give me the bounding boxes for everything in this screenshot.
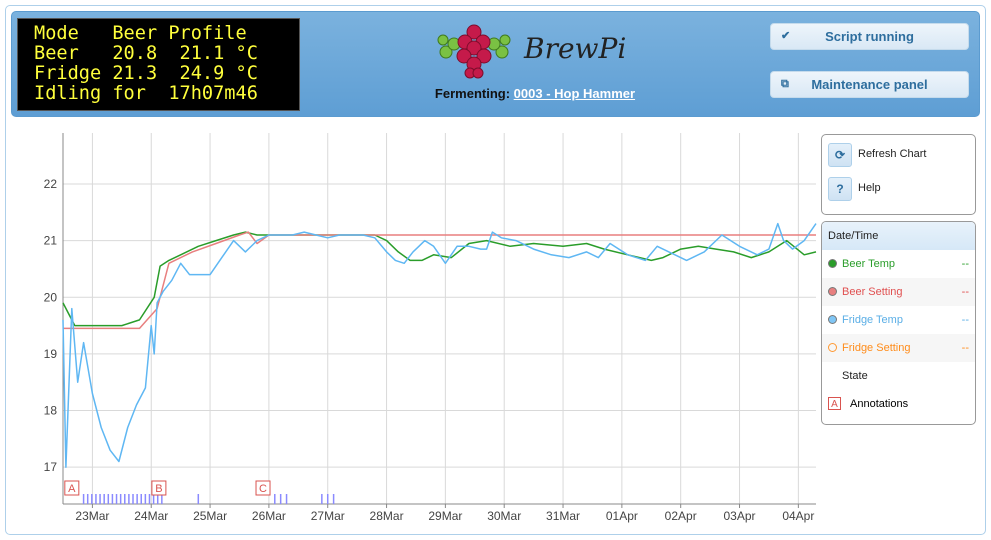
help-icon: ?	[836, 182, 844, 196]
raspberry-icon: BrewPi	[437, 24, 626, 79]
y-tick-label: 21	[44, 234, 58, 248]
lcd-line-state: Idling for 17h07m46	[34, 83, 258, 104]
legend-row-fridge-temp[interactable]: Fridge Temp --	[822, 306, 975, 334]
y-tick-label: 22	[44, 177, 58, 191]
legend-series-value: --	[961, 258, 969, 270]
legend-panel: Date/Time Beer Temp -- Beer Setting -- Fridg…	[821, 221, 976, 425]
brand-text: BrewPi	[523, 32, 626, 65]
fermenting-label: Fermenting:	[434, 86, 511, 101]
help-button[interactable]: ?	[828, 177, 852, 201]
temperature-chart[interactable]: 23Mar 24Mar 25Mar 26Mar 27Mar 28Mar 29Mar 30Mar…	[10, 128, 820, 528]
y-tick-label: 20	[44, 290, 58, 304]
beer-name-link[interactable]: 0003 - Hop Hammer	[513, 86, 636, 101]
y-tick-label: 17	[44, 460, 58, 474]
legend-header: Date/Time	[822, 222, 975, 251]
legend-series-value: --	[961, 342, 969, 354]
fermenting-line: Fermenting: 0003 - Hop Hammer	[400, 86, 670, 101]
legend-row-beer-setting[interactable]: Beer Setting --	[822, 278, 975, 306]
script-status-button[interactable]: ✔ Script running	[770, 23, 969, 50]
window-icon: ⧉	[781, 78, 789, 90]
maintenance-label: Maintenance panel	[811, 77, 928, 92]
annotation-marker	[151, 480, 167, 496]
legend-series-name: Fridge Setting	[842, 342, 911, 354]
x-tick-label: 23Mar	[75, 509, 109, 523]
maintenance-panel-button[interactable]: ⧉ Maintenance panel	[770, 71, 969, 98]
x-tick-label: 27Mar	[311, 509, 345, 523]
legend-series-value: --	[961, 314, 969, 326]
chart-tools-panel: ⟳ Refresh Chart ? Help	[821, 134, 976, 215]
brewpi-logo: BrewPi	[432, 18, 642, 80]
legend-series-name: Beer Temp	[842, 258, 895, 270]
annotation-marker	[64, 480, 80, 496]
refresh-chart-button[interactable]: ⟳	[828, 143, 852, 167]
series-fridge-temp	[62, 222, 817, 468]
legend-series-name: Fridge Temp	[842, 314, 903, 326]
y-tick-label: 19	[44, 347, 58, 361]
lcd-line-fridge: Fridge 21.3 24.9 °C	[34, 63, 258, 84]
legend-row-beer-temp[interactable]: Beer Temp --	[822, 250, 975, 278]
series-beer-temp	[62, 231, 817, 327]
legend-row-state[interactable]: State	[822, 362, 975, 390]
x-tick-label: 25Mar	[193, 509, 227, 523]
x-tick-label: 24Mar	[134, 509, 168, 523]
legend-series-name: Beer Setting	[842, 286, 903, 298]
annotation-icon: A	[828, 397, 841, 410]
legend-swatch-icon	[828, 315, 837, 324]
annotation-label: B	[155, 483, 162, 495]
annotation-marker	[255, 480, 271, 496]
y-tick-label: 18	[44, 404, 58, 418]
x-tick-label: 02Apr	[665, 509, 697, 523]
legend-datetime: Date/Time	[828, 230, 879, 242]
legend-annotations-row[interactable]: A Annotations	[822, 390, 975, 418]
x-tick-label: 28Mar	[370, 509, 404, 523]
x-tick-label: 31Mar	[546, 509, 580, 523]
lcd-line-mode: Mode Beer Profile	[34, 23, 247, 44]
annotation-label: C	[259, 483, 267, 495]
refresh-chart-label: Refresh Chart	[858, 148, 927, 160]
x-tick-label: 04Apr	[782, 509, 814, 523]
legend-swatch-icon	[828, 287, 837, 296]
lcd-line-beer: Beer 20.8 21.1 °C	[34, 43, 258, 64]
refresh-icon: ⟳	[834, 148, 846, 162]
annotation-label: A	[68, 483, 76, 495]
script-status-label: Script running	[825, 29, 914, 44]
legend-series-name: State	[842, 370, 868, 382]
x-tick-label: 03Apr	[724, 509, 756, 523]
x-tick-label: 01Apr	[606, 509, 638, 523]
x-tick-label: 30Mar	[487, 509, 521, 523]
check-icon: ✔	[781, 30, 791, 42]
x-tick-label: 26Mar	[252, 509, 286, 523]
lcd-display: Mode Beer Profile Beer 20.8 21.1 °C Frid…	[17, 18, 300, 111]
series-beer-setting	[63, 231, 816, 330]
legend-swatch-icon	[828, 343, 837, 352]
annotations-label: Annotations	[850, 398, 909, 410]
x-tick-label: 29Mar	[428, 509, 462, 523]
help-label: Help	[858, 182, 881, 194]
legend-swatch-icon	[828, 259, 837, 268]
legend-row-fridge-setting[interactable]: Fridge Setting --	[822, 334, 975, 362]
legend-series-value: --	[961, 286, 969, 298]
